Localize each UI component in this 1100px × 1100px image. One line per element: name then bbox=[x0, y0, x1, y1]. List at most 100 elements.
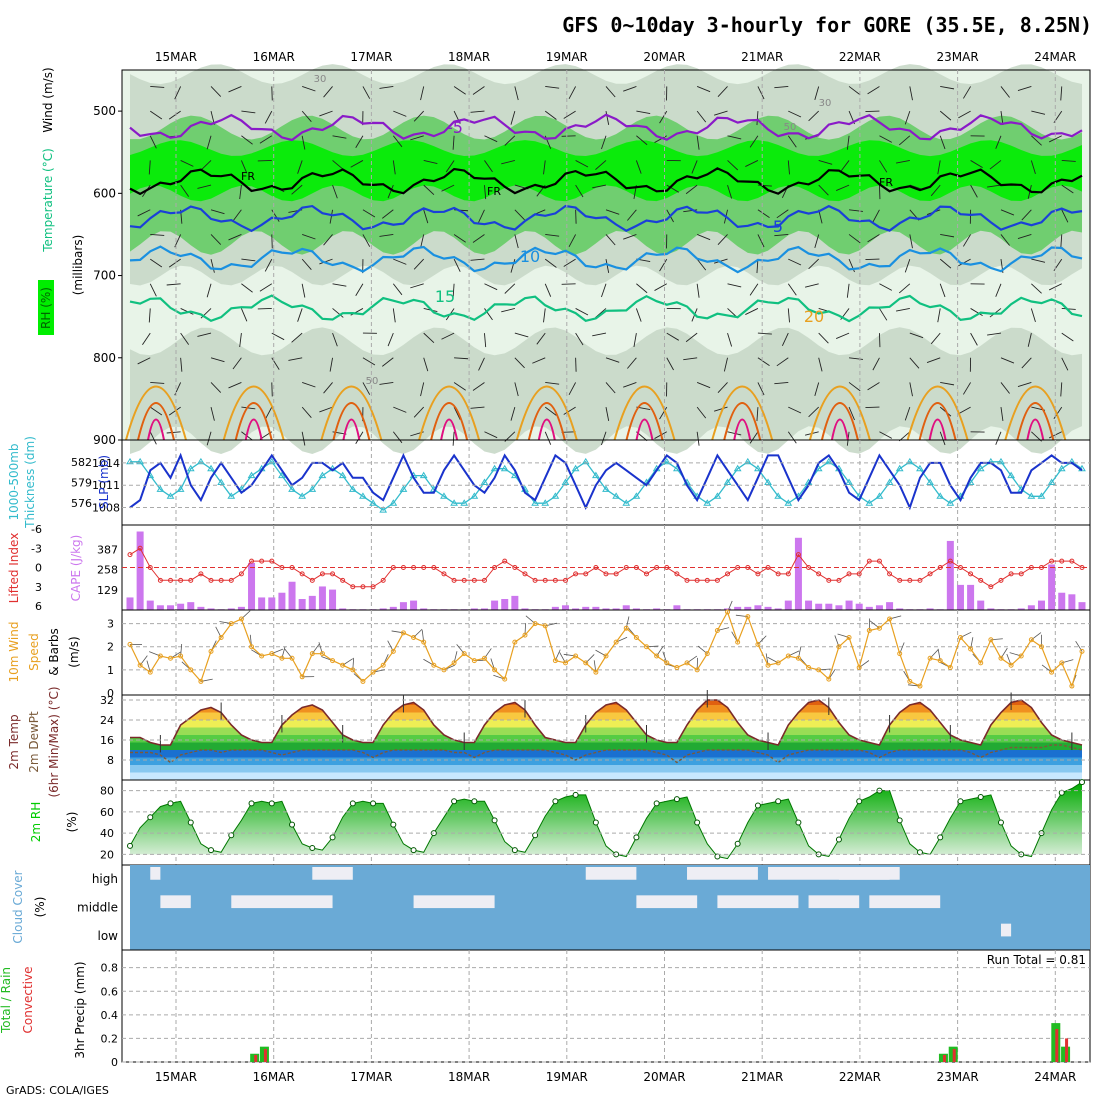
wind-barb bbox=[1061, 332, 1074, 342]
wind-barb bbox=[605, 86, 616, 98]
isotherm-30-loop bbox=[830, 418, 849, 441]
wind10m-point bbox=[1008, 662, 1014, 668]
minmax-label: (6hr Min/Max) (°C) bbox=[47, 686, 61, 797]
wind-barb bbox=[691, 160, 698, 174]
lifted-index-point bbox=[664, 565, 670, 570]
cape-bar bbox=[288, 581, 296, 610]
chart-title: GFS 0~10day 3-hourly for GORE (35.5E, 8.… bbox=[562, 13, 1092, 37]
thickness-point bbox=[916, 464, 924, 472]
cape-bar bbox=[480, 608, 488, 610]
wind-barb bbox=[392, 160, 396, 175]
wind10m-point bbox=[735, 639, 741, 645]
precip-tick-label: 0.4 bbox=[101, 1009, 119, 1022]
wind-barb bbox=[271, 332, 285, 341]
wind-barb bbox=[930, 184, 941, 197]
thickness-point bbox=[227, 492, 236, 499]
wind-barb bbox=[149, 431, 157, 445]
lifted-index-point bbox=[826, 577, 832, 583]
thickness-point bbox=[490, 464, 499, 472]
date-label-top: 15MAR bbox=[155, 50, 197, 64]
wind10m-point bbox=[654, 653, 660, 659]
wind10m-point bbox=[147, 669, 153, 675]
thickness-tick-label: 579 bbox=[71, 477, 92, 490]
wind10m-point bbox=[431, 662, 437, 668]
wind-barb bbox=[142, 332, 151, 345]
lifted-index-point bbox=[340, 577, 346, 583]
thickness-point bbox=[845, 478, 853, 485]
rh2m-point bbox=[977, 794, 984, 800]
cloud-gap bbox=[636, 895, 698, 909]
lifted-index-line bbox=[129, 547, 1083, 588]
wind-barb bbox=[867, 234, 880, 243]
isotherm-label: -5 bbox=[447, 118, 463, 137]
rh2m-point bbox=[754, 802, 761, 809]
thickness-point bbox=[895, 464, 904, 472]
temp2m-band bbox=[130, 750, 1082, 758]
rh2m-point bbox=[795, 819, 802, 826]
wind-barb bbox=[1060, 382, 1063, 397]
lifted-index-point bbox=[765, 565, 771, 570]
isotherm-line bbox=[129, 204, 1083, 233]
cape-bar bbox=[521, 608, 529, 610]
thickness-point bbox=[379, 506, 388, 513]
lifted-index-point bbox=[644, 571, 650, 577]
wind-barb bbox=[239, 333, 242, 348]
precip-total-label: Total / Rain bbox=[0, 967, 13, 1034]
cape-bar bbox=[268, 597, 276, 610]
wind-barb bbox=[150, 110, 163, 120]
wind-barb bbox=[210, 407, 215, 421]
wind10m-point bbox=[552, 658, 558, 664]
wind-barb bbox=[423, 357, 429, 372]
cape-bar bbox=[1017, 608, 1025, 610]
wind10m-point bbox=[502, 676, 508, 682]
precip-tick-label: 0.6 bbox=[101, 985, 119, 998]
rh2m-point bbox=[775, 798, 782, 805]
thickness-tick-label: 576 bbox=[71, 497, 92, 510]
wind-barb bbox=[727, 332, 733, 347]
wind10m-point bbox=[137, 662, 143, 668]
wind-barb bbox=[879, 160, 888, 173]
wind-barb bbox=[745, 160, 759, 167]
wind-barb bbox=[271, 357, 280, 370]
isotherm-line bbox=[129, 167, 1083, 196]
cape-bar bbox=[329, 589, 337, 610]
lifted-index-point bbox=[319, 571, 325, 577]
lifted-index-point bbox=[552, 577, 558, 583]
cape-bar bbox=[197, 606, 205, 610]
wind-barb bbox=[514, 234, 519, 249]
wind-barb bbox=[180, 160, 194, 167]
date-label-bottom: 20MAR bbox=[643, 1070, 685, 1084]
wind-barb bbox=[323, 234, 333, 246]
precip-tick-label: 0 bbox=[111, 1056, 118, 1069]
lifted-index-point bbox=[238, 571, 244, 577]
wind-barb bbox=[659, 110, 668, 124]
wind-barb bbox=[362, 209, 376, 218]
wind10m-point bbox=[542, 623, 548, 629]
thickness-point bbox=[865, 499, 874, 506]
wind-barb bbox=[228, 234, 242, 241]
lifted-index-point bbox=[725, 571, 731, 577]
wind-barb bbox=[514, 382, 519, 397]
precip-convective-bar bbox=[263, 1049, 267, 1062]
lifted-index-point bbox=[978, 577, 984, 583]
isotherm-25-loop bbox=[918, 402, 957, 441]
temp2m-line bbox=[130, 699, 1083, 746]
lifted-index-point bbox=[471, 577, 477, 583]
wind-barb bbox=[514, 332, 529, 338]
thickness-point bbox=[754, 464, 762, 472]
wind-barb bbox=[995, 431, 1002, 445]
thickness-point bbox=[713, 492, 722, 499]
wind-barb bbox=[962, 234, 971, 247]
thickness-point bbox=[450, 499, 458, 506]
lifted-index-point bbox=[127, 552, 133, 558]
wind-barb bbox=[818, 160, 833, 165]
wind-barb bbox=[1000, 234, 1010, 246]
wind-barb bbox=[568, 382, 577, 396]
wind-barb bbox=[814, 234, 820, 249]
thickness-units-label: Thickness (dm) bbox=[23, 436, 37, 529]
wind-barb bbox=[544, 258, 557, 268]
date-label-top: 18MAR bbox=[448, 50, 490, 64]
lifted-index-point bbox=[249, 558, 255, 564]
wind-barb bbox=[808, 110, 819, 122]
